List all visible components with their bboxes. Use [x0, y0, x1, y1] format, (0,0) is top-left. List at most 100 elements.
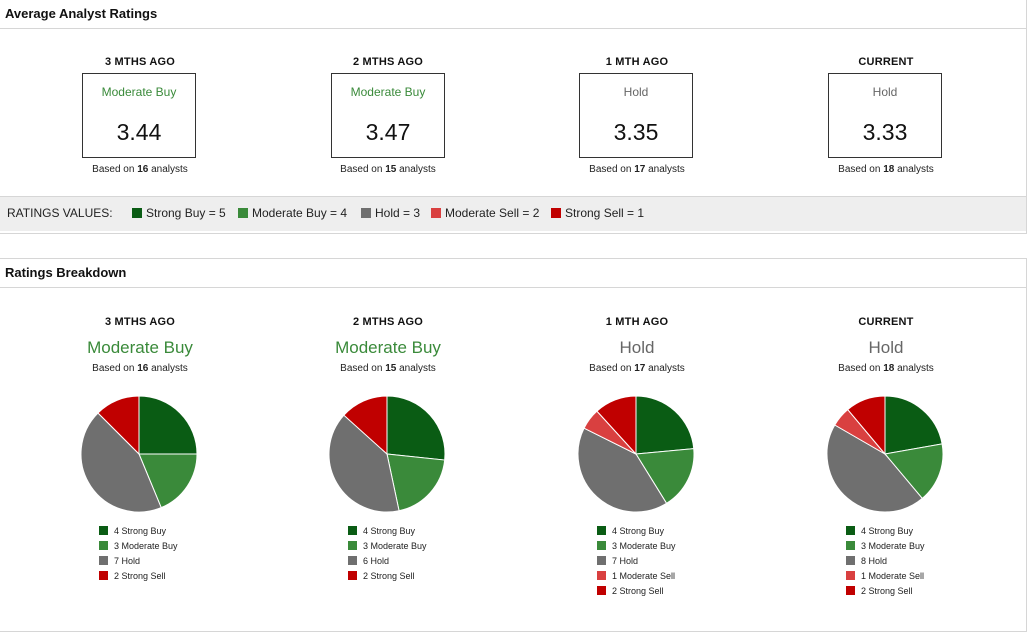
based-post: analysts	[399, 164, 436, 175]
legend-row: 6 Hold	[348, 554, 427, 569]
rating-value: 3.33	[862, 119, 908, 145]
strong-buy-swatch-icon	[597, 526, 606, 535]
pie-slice-strong-sell	[343, 395, 388, 456]
pie-legend: 4 Strong Buy 3 Moderate Buy 7 Hold 2 Str…	[99, 524, 178, 584]
legend-row: 3 Moderate Buy	[348, 539, 427, 554]
based-pre: Based on	[92, 164, 135, 175]
based-pre: Based on	[589, 164, 632, 175]
legend-label: 6 Hold	[363, 556, 390, 566]
moderate-buy-swatch-icon	[238, 208, 248, 218]
strong-sell-swatch-icon	[551, 208, 561, 218]
pie-slice-hold	[328, 414, 400, 513]
based-pre: Based on	[838, 363, 881, 374]
strong-sell-swatch-icon	[846, 586, 855, 595]
legend-label: 4 Strong Buy	[612, 526, 665, 536]
moderate-sell-swatch-icon	[431, 208, 441, 218]
pie-slice-hold	[826, 424, 923, 513]
rating-box: Moderate Buy 3.44	[82, 73, 196, 158]
breakdown-col-current: CURRENT Hold Based on 18 analysts	[786, 316, 986, 374]
based-on-text: Based on 16 analysts	[40, 164, 240, 175]
analyst-count: 18	[883, 164, 895, 175]
analyst-count: 16	[137, 363, 149, 374]
moderate-sell-swatch-icon	[597, 571, 606, 580]
based-pre: Based on	[589, 363, 632, 374]
legend-label: 1 Moderate Sell	[861, 571, 925, 581]
based-on-text: Based on 18 analysts	[786, 164, 986, 175]
hold-swatch-icon	[348, 556, 357, 565]
strong-sell-swatch-icon	[348, 571, 357, 580]
rating-box: Hold 3.35	[579, 73, 693, 158]
legend-strong-sell: Strong Sell = 1	[551, 197, 644, 229]
legend-label: Strong Buy = 5	[146, 206, 226, 220]
pie-slice-moderate-buy	[386, 453, 446, 512]
analyst-count: 17	[634, 164, 646, 175]
rating-label: Hold	[623, 85, 649, 99]
rating-label: Moderate Buy	[101, 85, 177, 99]
pie-legend: 4 Strong Buy 3 Moderate Buy 7 Hold 1 Mod…	[597, 524, 676, 599]
legend-label: 2 Strong Sell	[363, 571, 415, 581]
based-post: analysts	[648, 164, 685, 175]
avg-col-2-months: 2 MTHS AGO	[288, 56, 488, 68]
based-post: analysts	[399, 363, 436, 374]
ratings-pie-chart	[328, 395, 446, 513]
based-post: analysts	[151, 164, 188, 175]
strong-buy-swatch-icon	[132, 208, 142, 218]
legend-label: 2 Strong Sell	[612, 586, 664, 596]
legend-label: Moderate Sell = 2	[445, 206, 540, 220]
hold-swatch-icon	[846, 556, 855, 565]
pie-slice-strong-sell	[596, 395, 637, 456]
legend-row: 2 Strong Sell	[348, 569, 427, 584]
based-on-text: Based on 17 analysts	[537, 363, 737, 374]
legend-row: 8 Hold	[846, 554, 925, 569]
breakdown-col-3-months: 3 MTHS AGO Moderate Buy Based on 16 anal…	[40, 316, 240, 374]
average-ratings-title: Average Analyst Ratings	[0, 0, 1026, 29]
legend-label: 3 Moderate Buy	[114, 541, 178, 551]
pie-slice-hold	[577, 427, 668, 513]
period-heading: CURRENT	[858, 56, 914, 68]
based-on-text: Based on 17 analysts	[537, 164, 737, 175]
rating-label: Moderate Buy	[350, 85, 426, 99]
legend-label: 7 Hold	[114, 556, 141, 566]
pie-slice-strong-buy	[138, 395, 198, 455]
ratings-pie-chart	[577, 395, 695, 513]
strong-sell-swatch-icon	[99, 571, 108, 580]
ratings-values-title: RATINGS VALUES:	[7, 206, 113, 220]
legend-label: 2 Strong Sell	[114, 571, 166, 581]
legend-row: 7 Hold	[597, 554, 676, 569]
pie-slice-strong-sell	[97, 395, 140, 456]
legend-label: 2 Strong Sell	[861, 586, 913, 596]
rating-box: Hold 3.33	[828, 73, 942, 158]
legend-label: 3 Moderate Buy	[861, 541, 925, 551]
legend-row: 4 Strong Buy	[348, 524, 427, 539]
period-heading: 1 MTH AGO	[605, 316, 669, 328]
legend-label: 1 Moderate Sell	[612, 571, 676, 581]
legend-strong-buy: Strong Buy = 5	[132, 197, 226, 229]
based-on-text: Based on 18 analysts	[786, 363, 986, 374]
avg-col-current: CURRENT	[786, 56, 986, 68]
based-on-text: Based on 16 analysts	[40, 363, 240, 374]
ratings-pie-chart	[80, 395, 198, 513]
ratings-values-bar: RATINGS VALUES: Strong Buy = 5 Moderate …	[0, 196, 1026, 231]
legend-row: 2 Strong Sell	[597, 584, 676, 599]
moderate-buy-swatch-icon	[348, 541, 357, 550]
period-heading: 2 MTHS AGO	[352, 56, 424, 68]
rating-box: Moderate Buy 3.47	[331, 73, 445, 158]
period-heading: 1 MTH AGO	[605, 56, 669, 68]
based-post: analysts	[897, 363, 934, 374]
moderate-buy-swatch-icon	[99, 541, 108, 550]
legend-row: 4 Strong Buy	[846, 524, 925, 539]
hold-swatch-icon	[99, 556, 108, 565]
average-ratings-panel: Average Analyst Ratings 3 MTHS AGO Moder…	[0, 0, 1027, 234]
legend-label: 4 Strong Buy	[363, 526, 416, 536]
breakdown-col-2-months: 2 MTHS AGO Moderate Buy Based on 15 anal…	[288, 316, 488, 374]
legend-row: 3 Moderate Buy	[846, 539, 925, 554]
moderate-sell-swatch-icon	[846, 571, 855, 580]
moderate-buy-swatch-icon	[597, 541, 606, 550]
strong-buy-swatch-icon	[846, 526, 855, 535]
ratings-pie-chart	[826, 395, 944, 513]
rating-label: Hold	[868, 338, 904, 357]
rating-value: 3.47	[365, 119, 411, 145]
strong-buy-swatch-icon	[348, 526, 357, 535]
legend-moderate-buy: Moderate Buy = 4	[238, 197, 347, 229]
rating-label: Moderate Buy	[87, 338, 193, 357]
